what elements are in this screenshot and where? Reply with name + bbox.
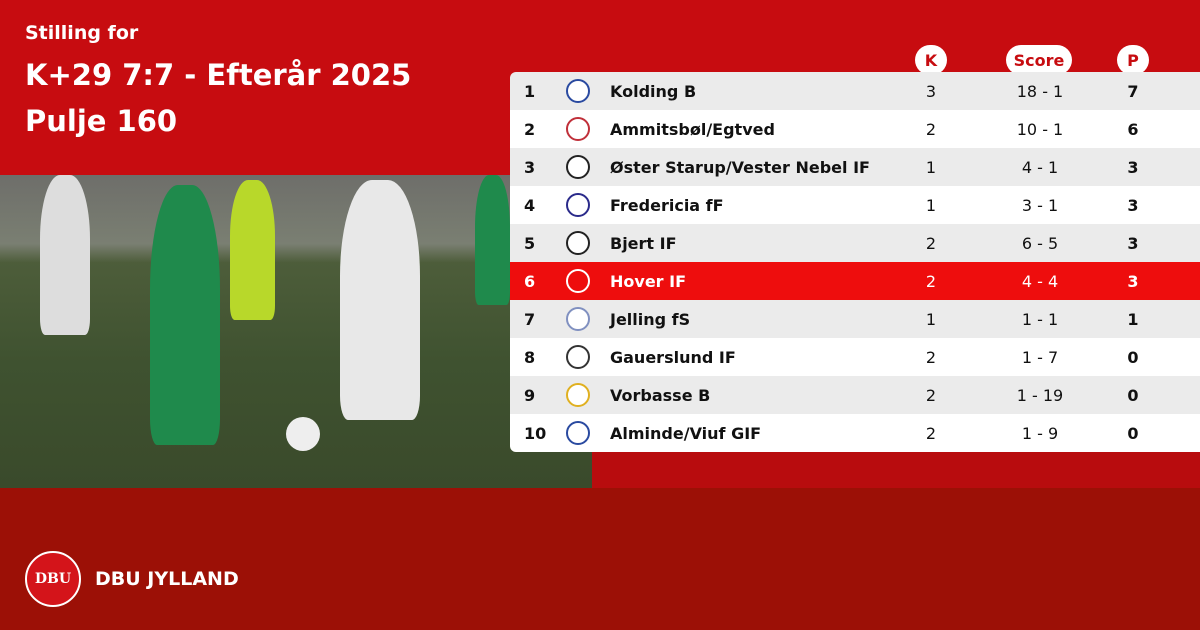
team-name: Hover IF (610, 271, 687, 291)
position-cell: 10 (524, 423, 547, 443)
score-cell: 10 - 1 (1016, 119, 1064, 139)
games-cell: 2 (925, 233, 937, 253)
team-name: Kolding B (610, 81, 697, 101)
points-cell: 0 (1127, 423, 1139, 443)
points-cell: 3 (1127, 271, 1139, 291)
column-header-score[interactable]: Score (1006, 45, 1072, 75)
team-name: Ammitsbøl/Egtved (610, 119, 775, 139)
score-cell: 4 - 4 (1021, 271, 1059, 291)
score-cell: 4 - 1 (1021, 157, 1059, 177)
standings-table: 1 Kolding B 3 18 - 1 7 2 Ammitsbøl/Egtved 2 10 -… (510, 72, 1200, 452)
page-title: K+29 7:7 - Efterår 2025 (25, 58, 412, 92)
table-row[interactable]: 5 Bjert IF 2 6 - 5 3 (510, 224, 1200, 262)
position-cell: 2 (524, 119, 536, 139)
table-row[interactable]: 10 Alminde/Viuf GIF 2 1 - 9 0 (510, 414, 1200, 452)
team-logo-icon (566, 155, 590, 179)
score-cell: 1 - 19 (1016, 385, 1064, 405)
score-cell: 1 - 1 (1021, 309, 1059, 329)
games-cell: 2 (925, 119, 937, 139)
table-row[interactable]: 2 Ammitsbøl/Egtved 2 10 - 1 6 (510, 110, 1200, 148)
table-row[interactable]: 1 Kolding B 3 18 - 1 7 (510, 72, 1200, 110)
team-logo-icon (566, 421, 590, 445)
watermark-strip (592, 452, 1200, 488)
games-cell: 2 (925, 347, 937, 367)
points-cell: 6 (1127, 119, 1139, 139)
team-logo-icon (566, 269, 590, 293)
dbu-logo: DBU (25, 551, 81, 607)
team-name: Bjert IF (610, 233, 677, 253)
position-cell: 7 (524, 309, 536, 329)
column-header-games[interactable]: K (915, 45, 947, 75)
table-row[interactable]: 3 Øster Starup/Vester Nebel IF 1 4 - 1 3 (510, 148, 1200, 186)
position-cell: 8 (524, 347, 536, 367)
table-row[interactable]: 9 Vorbasse B 2 1 - 19 0 (510, 376, 1200, 414)
position-cell: 9 (524, 385, 536, 405)
position-cell: 4 (524, 195, 536, 215)
group-title: Pulje 160 (25, 104, 178, 138)
score-cell: 3 - 1 (1021, 195, 1059, 215)
table-row[interactable]: 6 Hover IF 2 4 - 4 3 (510, 262, 1200, 300)
score-cell: 18 - 1 (1016, 81, 1064, 101)
table-row[interactable]: 4 Fredericia fF 1 3 - 1 3 (510, 186, 1200, 224)
team-name: Jelling fS (610, 309, 691, 329)
games-cell: 3 (925, 81, 937, 101)
points-cell: 1 (1127, 309, 1139, 329)
score-cell: 6 - 5 (1021, 233, 1059, 253)
team-name: Gauerslund IF (610, 347, 736, 367)
points-cell: 3 (1127, 157, 1139, 177)
games-cell: 1 (925, 195, 937, 215)
score-cell: 1 - 7 (1021, 347, 1059, 367)
table-row[interactable]: 7 Jelling fS 1 1 - 1 1 (510, 300, 1200, 338)
team-logo-icon (566, 307, 590, 331)
games-cell: 1 (925, 157, 937, 177)
team-logo-icon (566, 231, 590, 255)
points-cell: 3 (1127, 195, 1139, 215)
position-cell: 5 (524, 233, 536, 253)
team-logo-icon (566, 345, 590, 369)
column-header-points[interactable]: P (1117, 45, 1149, 75)
score-cell: 1 - 9 (1021, 423, 1059, 443)
team-name: Fredericia fF (610, 195, 724, 215)
position-cell: 6 (524, 271, 536, 291)
team-logo-icon (566, 117, 590, 141)
points-cell: 7 (1127, 81, 1139, 101)
games-cell: 2 (925, 423, 937, 443)
table-row[interactable]: 8 Gauerslund IF 2 1 - 7 0 (510, 338, 1200, 376)
match-photo (0, 175, 592, 488)
points-cell: 0 (1127, 385, 1139, 405)
games-cell: 1 (925, 309, 937, 329)
points-cell: 3 (1127, 233, 1139, 253)
team-name: Alminde/Viuf GIF (610, 423, 762, 443)
position-cell: 3 (524, 157, 536, 177)
team-logo-icon (566, 193, 590, 217)
games-cell: 2 (925, 271, 937, 291)
points-cell: 0 (1127, 347, 1139, 367)
team-name: Øster Starup/Vester Nebel IF (610, 157, 870, 177)
team-logo-icon (566, 79, 590, 103)
org-name: DBU JYLLAND (95, 568, 239, 590)
subtitle: Stilling for (25, 22, 139, 44)
games-cell: 2 (925, 385, 937, 405)
team-logo-icon (566, 383, 590, 407)
team-name: Vorbasse B (610, 385, 711, 405)
position-cell: 1 (524, 81, 536, 101)
